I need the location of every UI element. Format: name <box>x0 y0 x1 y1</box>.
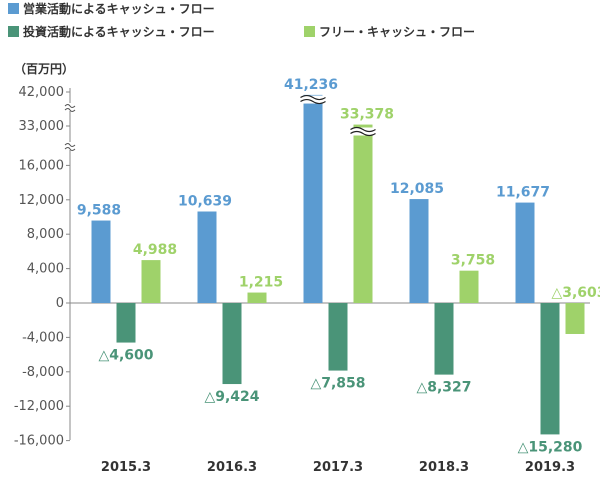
data-label: △7,858 <box>310 376 365 392</box>
axis-break-mark <box>64 103 76 112</box>
x-category-label: 2015.3 <box>101 460 151 475</box>
bar-operating <box>197 211 217 303</box>
bar-operating <box>303 94 323 303</box>
data-label: 33,378 <box>340 107 394 123</box>
bars: 9,588 △4,600 4,988 10,639 △9,424 1,215 41,236 △… <box>77 77 600 456</box>
y-tick-label: 42,000 <box>19 85 65 100</box>
y-tick-label: 0 <box>56 296 64 311</box>
data-label: 1,215 <box>239 275 283 291</box>
y-tick-label: 8,000 <box>27 227 64 242</box>
y-tick-label: -8,000 <box>22 365 64 380</box>
x-category-label: 2017.3 <box>313 460 363 475</box>
bar-free <box>353 124 373 304</box>
axis-break-mark <box>64 142 76 151</box>
data-label: 9,588 <box>77 203 121 219</box>
bar-operating <box>515 202 535 303</box>
bar-operating <box>91 220 111 303</box>
y-tick-label: 33,000 <box>19 119 65 134</box>
data-label: △15,280 <box>518 439 583 455</box>
y-tick-label: -16,000 <box>14 434 64 449</box>
bar-free <box>459 270 479 303</box>
data-label: 11,677 <box>496 185 550 201</box>
data-label: 41,236 <box>284 77 338 93</box>
bar-investing <box>540 303 560 435</box>
legend-label-investing: 投資活動によるキャッシュ・フロー <box>23 24 215 39</box>
data-label: △3,603 <box>551 285 600 301</box>
data-label: 3,758 <box>451 253 495 269</box>
bar-investing <box>222 303 242 385</box>
bar-break-mark <box>300 94 326 105</box>
y-tick-label: -12,000 <box>14 399 64 414</box>
data-label: △8,327 <box>416 380 471 396</box>
data-label: △9,424 <box>204 389 259 405</box>
data-label: 4,988 <box>133 242 177 258</box>
legend-swatch-free <box>304 26 315 37</box>
bar-investing <box>116 303 136 343</box>
x-category-label: 2018.3 <box>419 460 469 475</box>
legend-label-operating: 営業活動によるキャッシュ・フロー <box>23 1 215 16</box>
x-axis: 2015.3 2016.3 2017.3 2018.3 2019.3 <box>101 460 575 475</box>
bar-investing <box>434 303 454 375</box>
bar-free <box>141 260 161 303</box>
data-label: 10,639 <box>178 194 232 210</box>
x-category-label: 2019.3 <box>525 460 575 475</box>
y-tick-label: 12,000 <box>19 193 65 208</box>
y-tick-label: 4,000 <box>27 262 64 277</box>
y-tick-label: 16,000 <box>19 158 65 173</box>
data-label: △4,600 <box>98 348 153 364</box>
legend: 営業活動によるキャッシュ・フロー 投資活動によるキャッシュ・フロー フリー・キャ… <box>8 1 475 39</box>
bar-free <box>565 303 585 334</box>
y-axis: 42,000 33,000 16,000 12,000 8,000 4,000 0 -4,00… <box>14 85 590 449</box>
bar-break-mark <box>350 126 376 137</box>
bar-investing <box>328 303 348 371</box>
data-label: 12,085 <box>390 181 444 197</box>
x-category-label: 2016.3 <box>207 460 257 475</box>
legend-swatch-investing <box>8 26 19 37</box>
legend-label-free: フリー・キャッシュ・フロー <box>319 25 475 39</box>
unit-label: （百万円） <box>14 61 74 76</box>
bar-free <box>247 292 267 303</box>
bar-operating <box>409 199 429 303</box>
y-tick-label: -4,000 <box>22 330 64 345</box>
legend-swatch-operating <box>8 3 19 14</box>
